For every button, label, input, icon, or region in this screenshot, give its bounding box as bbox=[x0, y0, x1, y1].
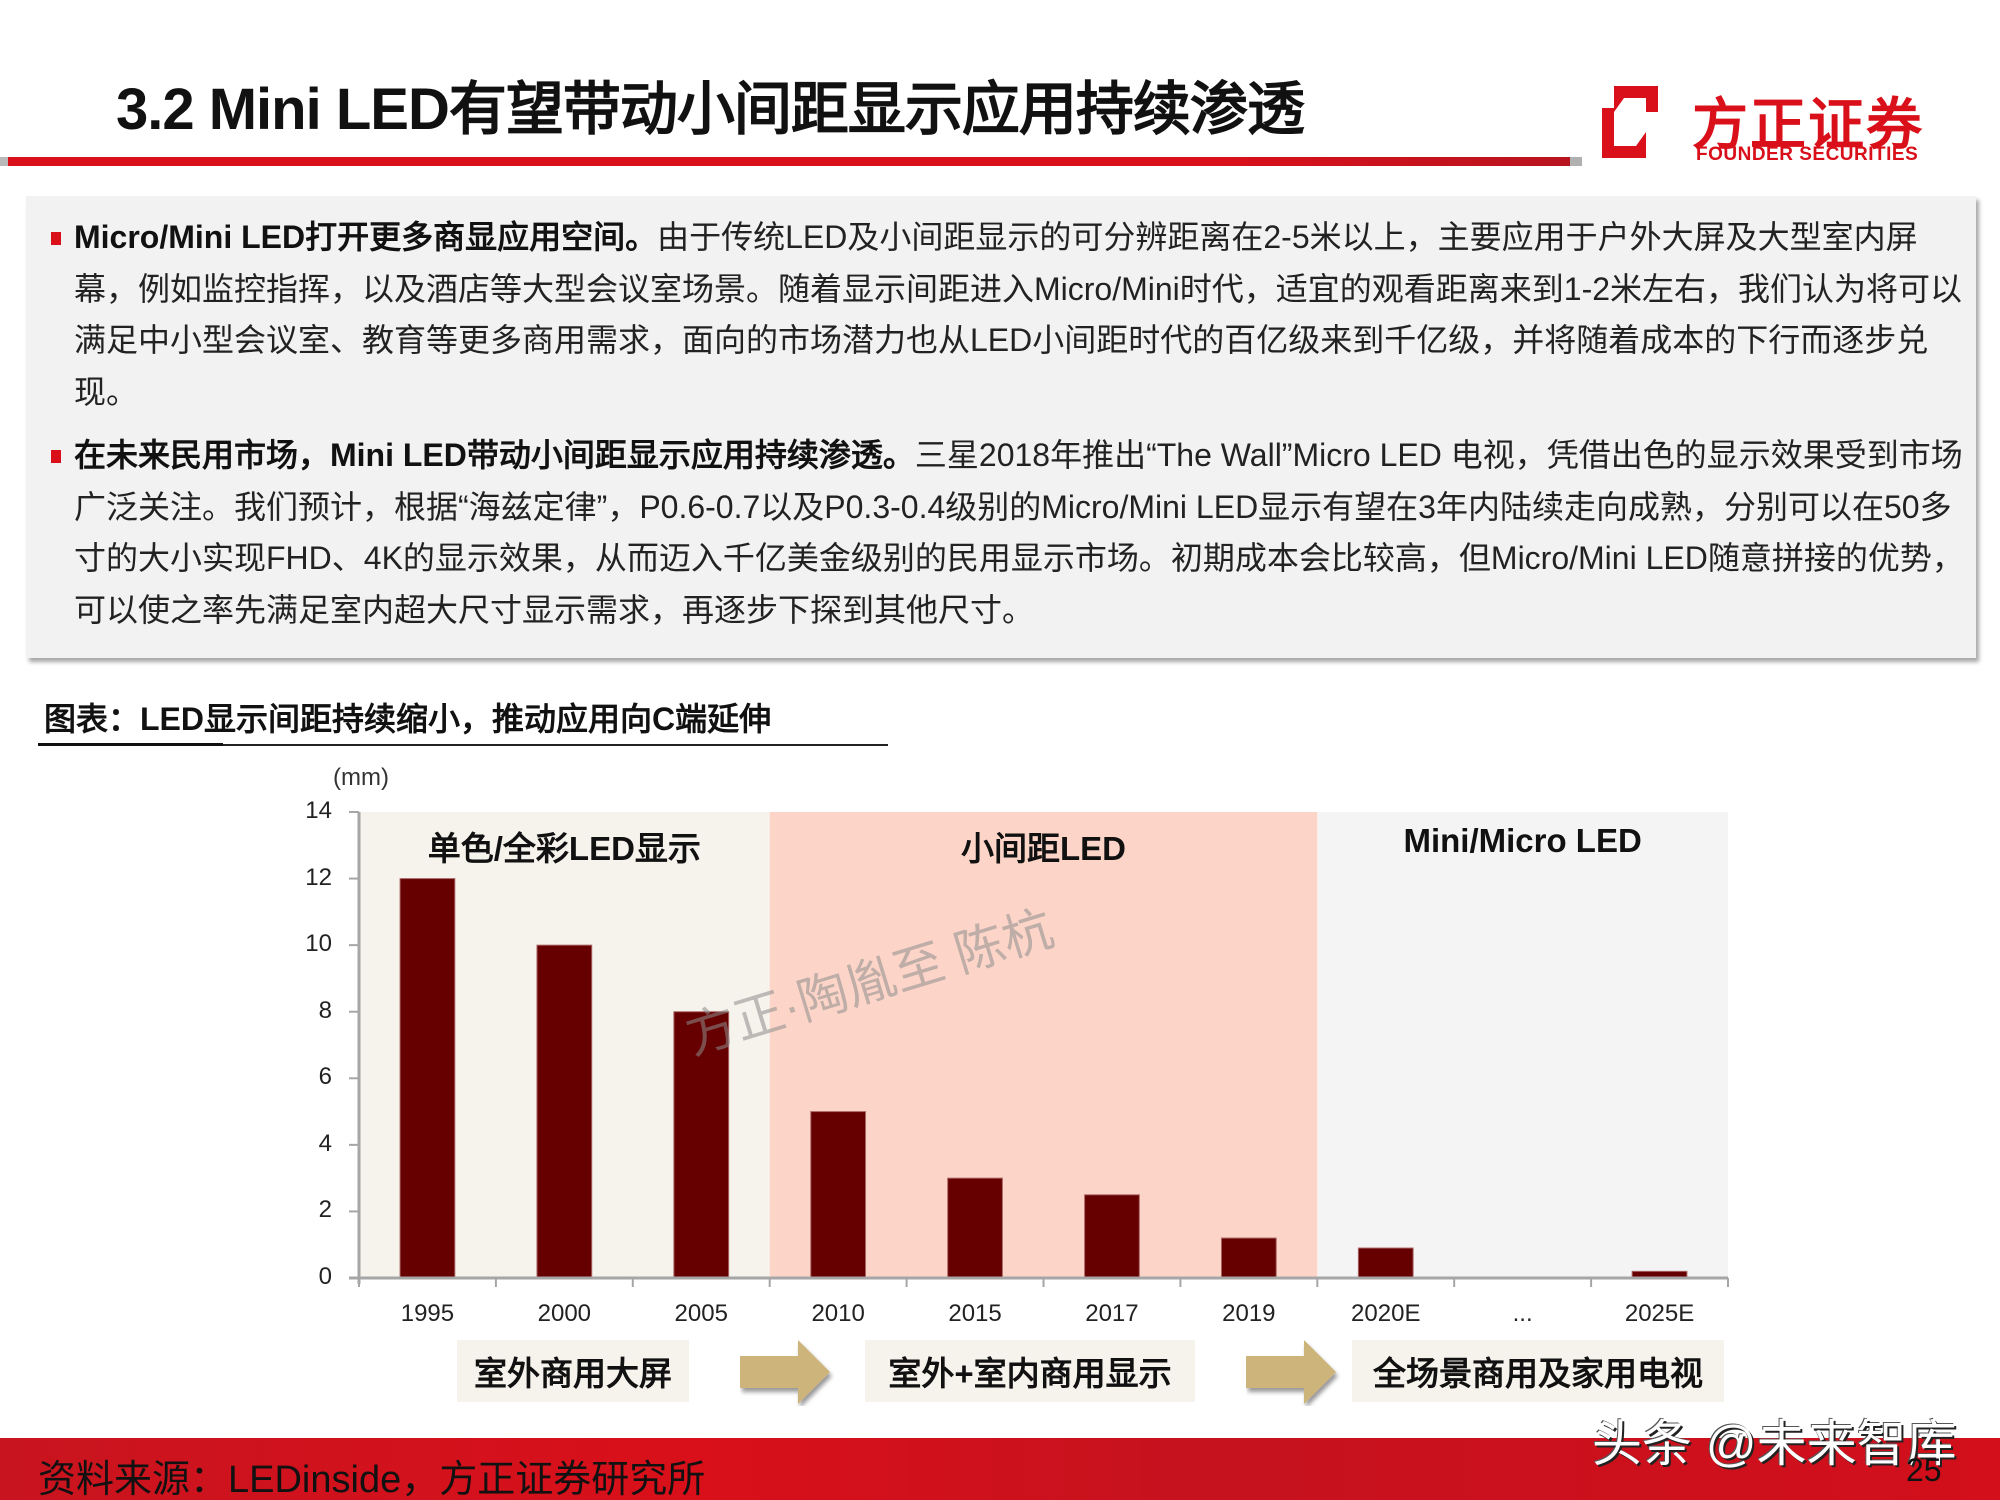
paragraph-1: Micro/Mini LED打开更多商显应用空间。由于传统LED及小间距显示的可… bbox=[74, 212, 1974, 418]
y-tick-label: 4 bbox=[318, 1129, 332, 1157]
region-label: Mini/Micro LED bbox=[1403, 822, 1642, 859]
y-axis-unit: (mm) bbox=[333, 764, 389, 791]
bar-2000 bbox=[536, 944, 593, 1279]
x-tick-label: 2005 bbox=[674, 1300, 728, 1327]
title-underline-cap bbox=[0, 157, 8, 166]
x-tick-label: ... bbox=[1512, 1300, 1533, 1327]
title-underline-end bbox=[1570, 157, 1582, 166]
bar-2015 bbox=[947, 1177, 1003, 1279]
x-tick-label: 2020E bbox=[1351, 1300, 1421, 1327]
chart-region-2 bbox=[1317, 812, 1728, 1278]
y-tick-label: 6 bbox=[318, 1063, 332, 1091]
title-underline bbox=[0, 157, 1570, 166]
bar-1995 bbox=[399, 878, 456, 1279]
logo-mark-icon bbox=[1602, 86, 1658, 158]
x-tick-label: 2010 bbox=[811, 1300, 865, 1327]
summary-textbox: Micro/Mini LED打开更多商显应用空间。由于传统LED及小间距显示的可… bbox=[26, 196, 1976, 658]
bullet-icon bbox=[51, 450, 61, 463]
x-tick-label: 2025E bbox=[1624, 1300, 1695, 1327]
region-label: 单色/全彩LED显示 bbox=[427, 830, 701, 867]
paragraph-2-text: 三星2018年推出“The Wall”Micro LED 电视，凭借出色的显示效… bbox=[74, 437, 1964, 628]
bar-2017 bbox=[1084, 1194, 1140, 1279]
bar-2010 bbox=[810, 1111, 867, 1279]
page-number: 25 bbox=[1906, 1452, 1942, 1488]
caption-underline bbox=[38, 744, 888, 746]
y-tick-label: 2 bbox=[318, 1196, 332, 1224]
phase-box-indoor: 室外+室内商用显示 bbox=[865, 1340, 1195, 1402]
page-title: 3.2 Mini LED有望带动小间距显示应用持续渗透 bbox=[116, 77, 1305, 142]
footer-band bbox=[0, 1438, 2000, 1500]
logo-english-name: FOUNDER SECURITIES bbox=[1696, 144, 1919, 165]
bar-2005 bbox=[673, 1011, 730, 1279]
arrow-right-icon bbox=[740, 1340, 830, 1404]
x-tick-label: 2015 bbox=[948, 1300, 1002, 1327]
region-label: 小间距LED bbox=[960, 830, 1126, 867]
x-tick-label: 2019 bbox=[1222, 1300, 1276, 1327]
phase-box-outdoor: 室外商用大屏 bbox=[457, 1340, 689, 1402]
phase-box-all-scenario: 全场景商用及家用电视 bbox=[1352, 1340, 1724, 1402]
bar-2020E bbox=[1357, 1247, 1414, 1279]
caption-underline-accent bbox=[38, 743, 223, 746]
figure-caption: 图表：LED显示间距持续缩小，推动应用向C端延伸 bbox=[44, 701, 772, 737]
y-tick-label: 8 bbox=[318, 996, 332, 1024]
arrow-right-icon bbox=[1246, 1340, 1336, 1404]
x-tick-label: 2017 bbox=[1085, 1300, 1139, 1327]
paragraph-1-text: 由于传统LED及小间距显示的可分辨距离在2-5米以上，主要应用于户外大屏及大型室… bbox=[74, 219, 1963, 410]
paragraph-2-lead: 在未来民用市场，Mini LED带动小间距显示应用持续渗透。 bbox=[74, 437, 915, 473]
y-tick-label: 12 bbox=[305, 863, 332, 891]
logo-chinese-name: 方正证券 bbox=[1692, 93, 1924, 156]
y-tick-label: 10 bbox=[305, 930, 332, 958]
x-tick-label: 2000 bbox=[537, 1300, 592, 1327]
y-tick-label: 14 bbox=[305, 797, 332, 824]
x-tick-label: 1995 bbox=[400, 1300, 455, 1327]
bar-2019 bbox=[1220, 1237, 1277, 1279]
source-note: 资料来源：LEDinside，方正证券研究所 bbox=[38, 1459, 706, 1500]
y-tick-label: 0 bbox=[318, 1263, 332, 1290]
overlay-watermark: 头条 @未来智库 bbox=[1592, 1416, 1957, 1472]
founder-securities-logo: 方正证券 FOUNDER SECURITIES bbox=[1600, 72, 1930, 172]
paragraph-1-lead: Micro/Mini LED打开更多商显应用空间。 bbox=[74, 219, 658, 255]
bullet-icon bbox=[51, 232, 61, 245]
paragraph-2: 在未来民用市场，Mini LED带动小间距显示应用持续渗透。三星2018年推出“… bbox=[74, 430, 1974, 636]
